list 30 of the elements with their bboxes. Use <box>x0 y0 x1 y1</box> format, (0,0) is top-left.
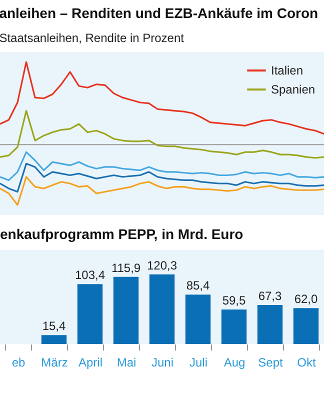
x-tick-label: Sept <box>258 356 284 370</box>
data-label: 62,0 <box>294 292 318 306</box>
x-tick-label: eb <box>12 356 26 370</box>
data-label: 120,3 <box>146 258 178 272</box>
chart-title: anleihen – Renditen und EZB-Ankäufe im Coron <box>0 5 318 21</box>
data-label: 103,4 <box>74 268 106 282</box>
data-label: 59,5 <box>222 294 246 308</box>
data-label: 85,4 <box>186 278 210 293</box>
bar <box>149 274 175 344</box>
legend-label: Italien <box>271 64 304 78</box>
bar <box>185 294 211 344</box>
x-tick-label: Juni <box>151 356 174 370</box>
bar <box>77 284 103 344</box>
data-label: 115,9 <box>111 260 141 275</box>
x-tick-label: Mai <box>116 356 136 370</box>
x-tick-label: April <box>78 356 103 370</box>
bar <box>257 305 283 344</box>
bar <box>41 335 67 344</box>
chart-title: enkaufprogramm PEPP, in Mrd. Euro <box>0 226 244 242</box>
x-tick-label: Aug <box>224 356 246 370</box>
chart-subtitle: Staatsanleihen, Rendite in Prozent <box>0 31 185 45</box>
x-tick-label: Okt <box>297 356 316 370</box>
bar <box>113 276 139 344</box>
data-label: 67,3 <box>258 289 282 304</box>
data-label: 15,4 <box>42 319 66 334</box>
legend-label: Spanien <box>271 82 316 96</box>
bar <box>293 308 319 344</box>
x-tick-label: März <box>41 356 68 370</box>
bar <box>221 310 247 344</box>
x-tick-label: Juli <box>189 356 208 370</box>
